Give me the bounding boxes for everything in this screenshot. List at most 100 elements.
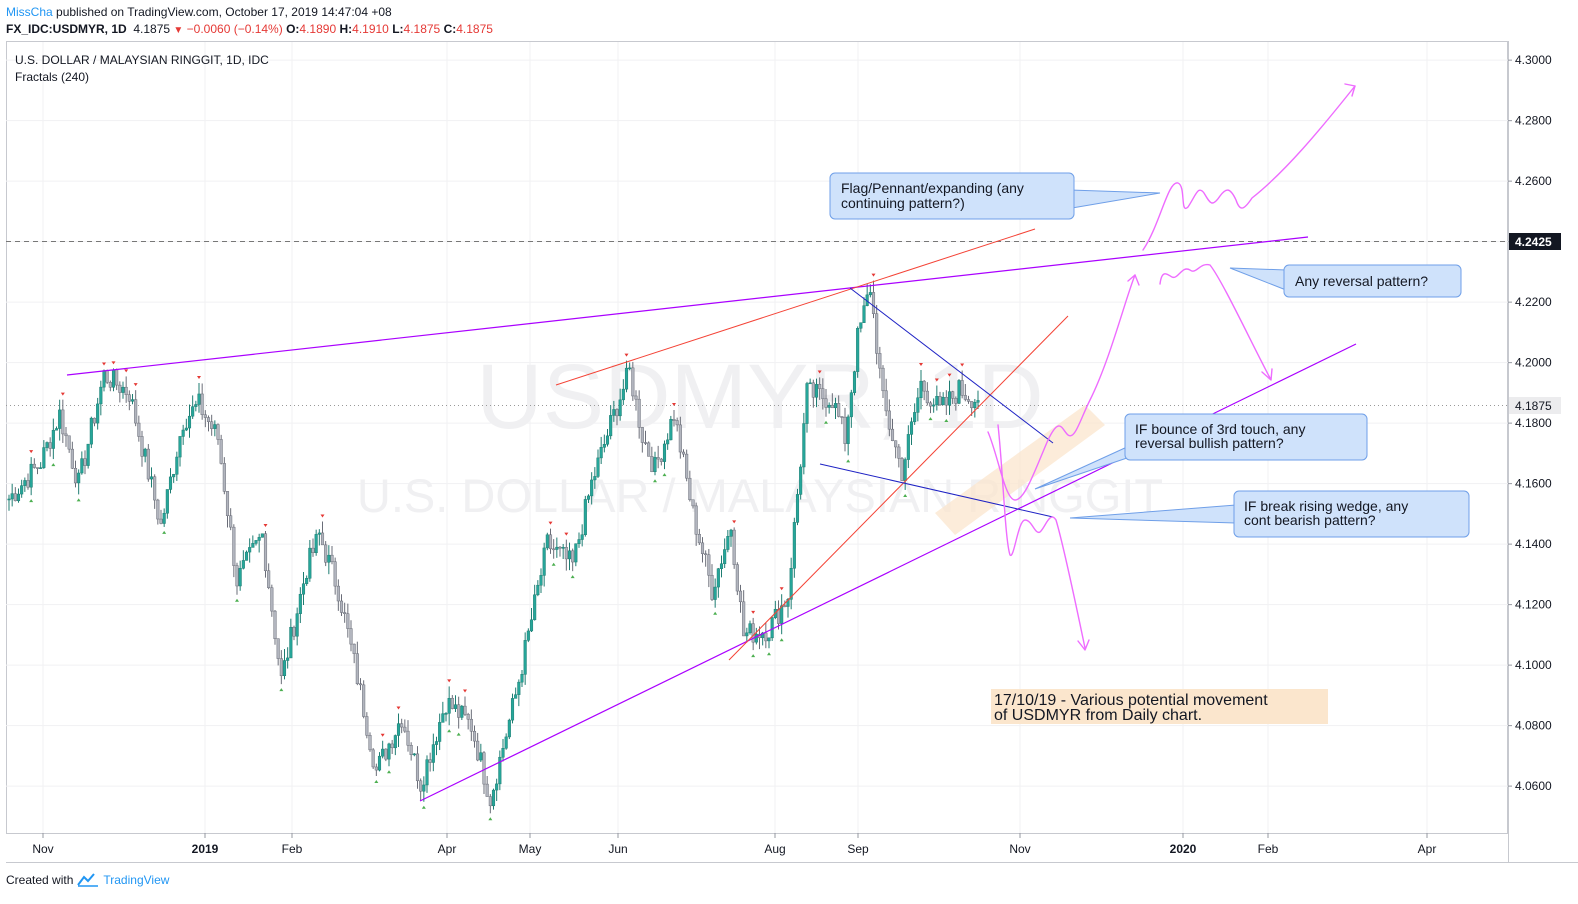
candle-body (311, 547, 315, 553)
candle-body (390, 743, 394, 749)
candle-body (134, 399, 138, 424)
candle-body (292, 626, 296, 637)
time-axis[interactable]: Nov 2019 Feb Apr May Jun Aug Sep Nov 2020 Feb Apr (32, 833, 1436, 856)
candle-body (384, 748, 388, 760)
fractal-up-marker (732, 520, 737, 524)
candle-body (707, 554, 711, 576)
last-price-bg (1509, 397, 1561, 414)
callout-flag[interactable]: Flag/Pennant/expanding (any continuing p… (829, 172, 1161, 220)
candle-body (279, 658, 283, 676)
candle-body (745, 632, 749, 637)
candle-body (403, 726, 407, 732)
fractal-up-marker (463, 689, 467, 693)
candle-body (346, 613, 350, 629)
close-label: C: (443, 22, 457, 36)
tradingview-brand[interactable]: TradingView (103, 873, 170, 887)
candle-body (786, 599, 790, 607)
candle-body (244, 551, 249, 561)
candle-body (273, 610, 277, 639)
candle-body (165, 489, 169, 514)
candle-body (875, 313, 879, 354)
candle-body (13, 493, 17, 502)
author-name[interactable]: MissCha (6, 5, 53, 19)
candle-body (818, 384, 822, 389)
price-axis[interactable]: 4.30004.28004.26004.24004.22004.20004.18… (1508, 53, 1552, 793)
candle-body (900, 458, 904, 481)
candle-body (301, 583, 306, 595)
candle-body (99, 386, 103, 405)
candle-body (58, 409, 62, 429)
candle-body (523, 640, 527, 675)
candle-body (16, 493, 21, 502)
fractal-down-marker (447, 729, 452, 733)
candle-body (488, 796, 492, 807)
upper-purple-trendline[interactable] (66, 236, 1309, 376)
candle-body (447, 697, 451, 714)
time-tick-label: 2019 (192, 842, 219, 856)
candle-body (545, 534, 549, 549)
fractal-up-marker (960, 363, 965, 367)
candle-body (928, 402, 933, 407)
candle-body (387, 743, 391, 760)
price-tick-label: 4.0800 (1515, 719, 1552, 733)
lower-red-trendline[interactable] (728, 315, 1069, 661)
candle-body (260, 533, 264, 538)
candle-body (175, 456, 179, 475)
candle-body (355, 653, 359, 685)
candle-body (143, 448, 147, 457)
candle-body (859, 322, 863, 329)
candle-body (729, 529, 733, 537)
callout-reversal[interactable]: Any reversal pattern? (1229, 264, 1462, 298)
candle-body (710, 574, 714, 600)
upper-red-trendline[interactable] (555, 228, 1036, 386)
candle-body (650, 456, 654, 473)
candle-body (510, 698, 515, 721)
candle-body (681, 451, 686, 455)
candle-body (194, 404, 198, 407)
fractal-up-marker (133, 383, 138, 387)
candle-body (761, 632, 765, 639)
time-tick-label: May (519, 842, 542, 856)
fractal-down-marker (779, 638, 784, 642)
candle-body (751, 623, 755, 643)
note-box[interactable]: 17/10/19 - Various potential movement of… (991, 689, 1328, 724)
fractal-down-marker (824, 420, 828, 424)
callout-bounce[interactable]: IF bounce of 3rd touch, any reversal bul… (1034, 413, 1368, 490)
time-tick-label: Sep (847, 842, 869, 856)
candle-body (149, 476, 154, 480)
candle-body (821, 388, 825, 400)
candle-body (951, 391, 955, 399)
candle-body (824, 398, 828, 408)
candle-body (441, 713, 445, 723)
candle-body (482, 752, 486, 785)
candle-body (624, 367, 629, 390)
candle-body (320, 532, 325, 546)
candle-body (86, 443, 90, 466)
fractal-down-marker (51, 463, 56, 467)
lower-blue-trendline[interactable] (819, 463, 1054, 518)
candle-body (127, 394, 131, 402)
candle-body (108, 382, 112, 388)
candle-body (517, 681, 521, 695)
callout-break[interactable]: IF break rising wedge, any cont bearish … (1069, 490, 1470, 538)
candle-body (248, 547, 252, 553)
candle-body (105, 370, 109, 383)
down-arrow-icon: ▼ (173, 25, 184, 36)
fractal-down-marker (928, 417, 933, 421)
upper-blue-trendline[interactable] (849, 287, 1054, 444)
candle-body (976, 400, 980, 403)
candle-body (811, 382, 815, 398)
candle-body (878, 353, 882, 369)
candle-body (507, 719, 511, 738)
candle-body (643, 442, 648, 444)
candle-body (305, 578, 309, 584)
candle-body (906, 434, 910, 460)
callout-reversal-pointer (1229, 267, 1287, 291)
candle-body (520, 674, 524, 683)
candle-body (368, 735, 372, 751)
candle-body (922, 380, 926, 392)
candle-body (450, 697, 454, 709)
series-legend-title[interactable]: U.S. DOLLAR / MALAYSIAN RINGGIT, 1D, IDC (15, 53, 269, 67)
indicator-legend[interactable]: Fractals (240) (15, 70, 89, 84)
